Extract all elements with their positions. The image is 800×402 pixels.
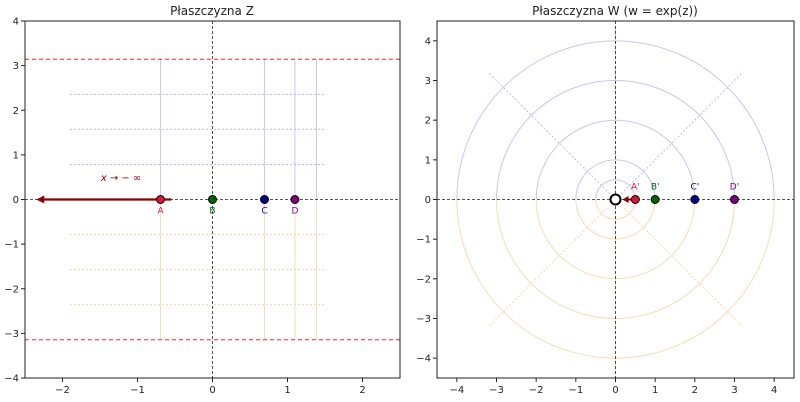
z-point-marker [290,195,300,204]
z-y-tick-label: −3 [4,329,19,340]
w-circle-upper [575,159,656,200]
w-point-label: B' [651,183,660,193]
z-point-marker [259,195,269,204]
z-x-tick-label: −2 [55,385,70,396]
w-y-tick-label: 4 [425,36,431,47]
z-point-label: A [157,207,164,217]
w-y-tick-label: −2 [416,274,431,285]
z-x-tick-label: −1 [130,385,145,396]
w-point-marker [630,195,640,204]
w-x-tick-label: −2 [529,385,544,396]
z-plane-plot-area: x → − ∞ A B C D [25,21,400,378]
w-y-tick-label: 2 [425,116,431,127]
z-point-marker [156,195,166,204]
w-circle-lower [595,199,636,220]
w-point-marker [690,195,700,204]
w-x-tick-label: 4 [771,385,777,396]
z-y-tick-label: −4 [4,374,19,385]
w-y-tick-label: −1 [416,235,431,246]
w-point-label: A' [631,183,640,193]
w-x-tick-label: −4 [449,385,464,396]
w-y-tick-label: 3 [425,76,431,87]
w-point-marker [730,195,739,204]
w-circle-lower [575,199,656,240]
z-plane-axis-ticks: −2 −1 0 1 2 −4 −3 −2 −1 0 1 2 3 4 [4,17,365,397]
w-circle-upper [496,80,735,200]
w-ray-line [615,72,743,200]
z-y-tick-label: 4 [13,17,19,28]
z-plane-panel: Płaszczyzna Z x → − ∞A B C D −2 −1 0 1 2−4−3−2−… [4,4,401,397]
z-x-tick-label: 0 [209,385,215,396]
w-circle-upper [535,119,696,200]
w-limit-arrow-head [622,196,629,203]
w-x-tick-label: 1 [652,385,658,396]
w-plane-title: Płaszczyzna W (w = exp(z)) [532,4,698,18]
z-point-marker [208,195,217,204]
w-plane-axis-ticks: −4 −3 −2 −1 0 1 2 3 4 −4 −3 −2 −1 0 1 2 3 4 [416,36,777,396]
z-y-tick-label: −1 [4,240,19,251]
w-point-marker [650,195,660,204]
w-x-tick-label: 2 [692,385,698,396]
z-y-tick-label: −2 [4,284,19,295]
w-circle-upper [456,40,775,200]
w-x-tick-label: −1 [568,385,583,396]
z-x-tick-label: 1 [284,385,290,396]
w-circle-upper [595,179,636,200]
z-y-tick-label: 3 [13,61,19,72]
z-y-tick-label: 0 [13,195,19,206]
z-y-tick-label: 2 [13,106,19,117]
w-plane-plot-area: A' B' C' D' [437,21,794,378]
w-origin-marker [609,193,622,206]
w-y-tick-label: −3 [416,314,431,325]
w-ray-line [488,72,616,200]
z-y-tick-label: 1 [13,150,19,161]
w-plane-panel: Płaszczyzna W (w = exp(z)) A' B' C' D' −4 −3… [416,4,795,396]
w-x-tick-label: 0 [612,385,618,396]
w-point-label: D' [730,183,739,193]
w-y-tick-label: −4 [416,354,431,365]
z-point-label: C [261,207,267,217]
w-point-label: C' [690,183,699,193]
z-x-tick-label: 2 [359,385,365,396]
z-plane-title: Płaszczyzna Z [170,4,254,18]
w-y-tick-label: 0 [425,195,431,206]
w-ray-line [488,199,616,327]
z-point-label: D [291,207,298,217]
limit-arrow-head [36,195,45,204]
w-x-tick-label: 3 [731,385,737,396]
limit-arrow-label: x → − ∞ [100,173,142,184]
w-y-tick-label: 1 [425,155,431,166]
w-ray-line [615,199,743,327]
z-point-label: B [209,207,215,217]
w-x-tick-label: −3 [489,385,504,396]
